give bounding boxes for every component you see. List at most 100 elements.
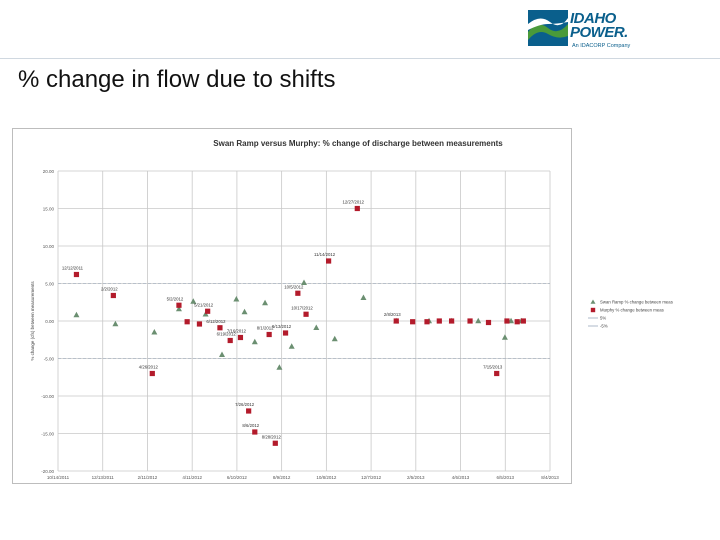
legend-entry-label: Murphy % change between meas <box>600 308 664 313</box>
murphy-point <box>73 271 80 278</box>
legend-swatch-square <box>590 307 596 313</box>
chart-title: Swan Ramp versus Murphy: % change of dis… <box>213 139 503 148</box>
murphy-point <box>424 319 430 325</box>
murphy-point-label: 5/21/2012 <box>194 302 214 307</box>
murphy-point-label: 5/2/2012 <box>167 296 184 301</box>
data-labels: 12/12/2011 2/2/2012 4/26/2012 5/2/2012 5/21/… <box>62 200 503 440</box>
murphy-point-label: 12/27/2012 <box>343 200 365 205</box>
murphy-point-label: 2/8/2013 <box>384 312 401 317</box>
logo-line1: IDAHO <box>570 10 616 27</box>
swan-ramp-point <box>241 308 248 315</box>
x-tick-label: 4/11/2012 <box>182 475 202 480</box>
murphy-point <box>237 334 244 341</box>
murphy-point <box>266 331 272 338</box>
y-tick-label: -20.00 <box>41 469 54 474</box>
murphy-point-label: 6/19/2012 <box>217 332 237 337</box>
y-tick-label: -5.00 <box>44 357 55 362</box>
y-tick-label: 0.00 <box>45 319 54 324</box>
murphy-point <box>393 318 399 324</box>
murphy-point <box>449 318 455 324</box>
murphy-point <box>184 319 190 325</box>
murphy-point <box>272 440 278 446</box>
data-marks <box>73 205 526 446</box>
murphy-point-label: 10/5/2012 <box>284 284 304 289</box>
swan-ramp-point <box>301 279 307 285</box>
y-tick-label: 15.00 <box>43 207 55 212</box>
x-tick-label: 2/5/2013 <box>407 475 425 480</box>
swan-ramp-point <box>262 299 269 306</box>
swan-ramp-point <box>233 296 240 302</box>
swan-ramp-point <box>151 329 158 335</box>
y-tick-label: 10.00 <box>43 244 55 249</box>
murphy-point <box>494 370 500 377</box>
x-tick-label: 12/13/2011 <box>92 475 115 480</box>
murphy-point <box>110 292 116 299</box>
swan-ramp-point <box>288 343 295 349</box>
murphy-point <box>227 337 233 344</box>
murphy-point <box>326 258 332 264</box>
chart-axes: 20.00 15.00 10.00 5.00 0.00 -5.00 -10.00 -15.00… <box>30 169 559 480</box>
murphy-point <box>205 308 211 314</box>
logo-line2: POWER. <box>570 24 628 41</box>
chart-gridlines <box>57 170 551 472</box>
murphy-point <box>252 429 258 435</box>
slide-title: % change in flow due to shifts <box>18 66 336 93</box>
murphy-point <box>196 321 203 327</box>
murphy-point <box>282 330 289 336</box>
idaho-power-logo: IDAHO POWER. An IDACORP Company <box>528 10 634 52</box>
swan-ramp-point <box>360 294 367 300</box>
x-tick-label: 12/7/2012 <box>361 475 382 480</box>
x-tick-label: 10/14/2011 <box>47 475 70 480</box>
swan-ramp-point <box>276 364 283 370</box>
murphy-point <box>504 318 510 324</box>
y-tick-label: 20.00 <box>43 169 55 174</box>
chart-frame <box>12 128 572 484</box>
y-tick-label: 5.00 <box>45 282 54 287</box>
murphy-point-label: 6/12/2012 <box>206 319 226 324</box>
murphy-point-label: 9/13/2012 <box>272 324 292 329</box>
y-tick-label: -10.00 <box>41 394 54 399</box>
murphy-point <box>354 205 360 212</box>
x-tick-label: 8/9/2012 <box>273 475 291 480</box>
murphy-point-label: 4/26/2012 <box>139 365 159 370</box>
murphy-point-label: 10/17/2012 <box>291 305 313 310</box>
x-tick-label: 2/11/2012 <box>138 475 158 480</box>
murphy-point <box>295 290 301 296</box>
x-tick-label: 10/8/2012 <box>316 475 337 480</box>
murphy-point-label: 8/1/2012 <box>257 326 274 331</box>
murphy-point <box>176 302 182 308</box>
legend-entry-label: -5% <box>600 324 608 329</box>
murphy-point-label: 8/6/2012 <box>242 423 259 428</box>
swan-ramp-point <box>175 305 182 312</box>
murphy-point <box>149 370 155 377</box>
swan-ramp-point <box>219 351 225 357</box>
x-tick-label: 6/5/2013 <box>497 475 515 480</box>
murphy-point <box>467 318 473 324</box>
swan-ramp-point <box>313 324 320 330</box>
murphy-point-label: 7/26/2012 <box>235 402 255 407</box>
murphy-point <box>485 319 492 326</box>
legend-swatch-triangle <box>590 299 596 304</box>
x-tick-label: 8/4/2013 <box>541 475 559 480</box>
swan-ramp-point <box>475 317 482 324</box>
murphy-point-label: 12/12/2011 <box>62 266 84 271</box>
logo-tagline: An IDACORP Company <box>572 43 631 49</box>
x-tick-label: 4/6/2013 <box>452 475 470 480</box>
y-axis-label: % change (cfs) between measurements <box>30 281 35 361</box>
murphy-point-label: 2/2/2012 <box>101 287 118 292</box>
murphy-point <box>217 325 223 331</box>
y-tick-label: -15.00 <box>41 432 54 437</box>
swan-ramp-point <box>331 335 338 342</box>
logo-wordmark: IDAHO POWER. <box>570 10 628 41</box>
murphy-point <box>520 318 526 324</box>
swan-ramp-point <box>73 311 80 318</box>
murphy-point-label: 11/14/2012 <box>314 252 336 257</box>
x-tick-label: 6/10/2012 <box>227 475 248 480</box>
murphy-point <box>246 408 252 414</box>
swan-ramp-point <box>190 298 197 304</box>
swan-ramp-point <box>251 338 258 345</box>
murphy-point-label: 8/28/2012 <box>262 434 282 439</box>
murphy-point-label: 7/16/2012 <box>227 329 247 334</box>
swan-ramp-point <box>112 320 119 327</box>
